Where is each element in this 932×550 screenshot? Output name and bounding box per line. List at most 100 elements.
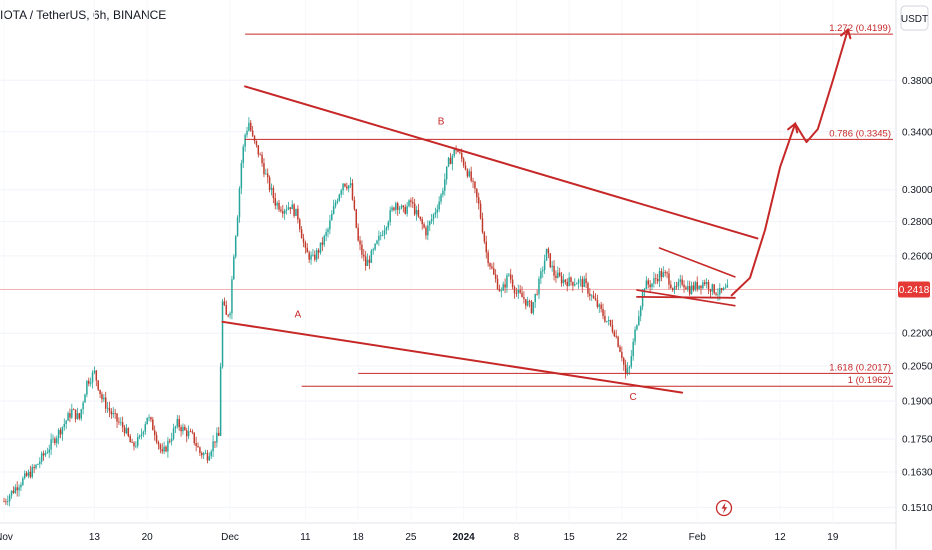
- wedge-base-line: [636, 295, 736, 299]
- candle-body: [199, 447, 201, 453]
- candle-body: [641, 292, 644, 307]
- candle-body: [430, 219, 433, 222]
- candle-body: [434, 212, 437, 215]
- candle-body: [78, 413, 81, 419]
- candle-body: [312, 254, 314, 256]
- candle-body: [259, 154, 261, 156]
- candle-body: [720, 288, 723, 291]
- wave-label: A: [295, 310, 302, 321]
- candle-body: [502, 284, 504, 291]
- lower-trendline: [221, 320, 684, 394]
- time-tick-label: 19: [827, 532, 839, 543]
- currency-button[interactable]: USDT: [900, 5, 929, 31]
- candle-body: [293, 204, 295, 216]
- candle-body: [444, 179, 446, 191]
- fib-level-label: 0.786 (0.3345): [829, 128, 891, 139]
- candle-body: [545, 248, 548, 261]
- candle-body: [466, 169, 469, 177]
- candle-body: [138, 435, 141, 438]
- candle-body: [176, 418, 179, 427]
- candle-body: [683, 284, 685, 288]
- candle-body: [233, 256, 235, 280]
- candle-body: [453, 149, 455, 156]
- candle-body: [159, 444, 162, 450]
- candle-body: [589, 293, 591, 296]
- candle-body: [44, 453, 47, 456]
- price-axis[interactable]: 0.3800 0.3400 0.3000 0.2800 0.2600 0.2200 0.20…: [902, 76, 932, 514]
- candle-body: [396, 203, 399, 210]
- drawings: [221, 27, 893, 394]
- candle-body: [602, 308, 604, 317]
- candle-body: [378, 235, 380, 241]
- candle-body: [432, 214, 435, 220]
- candle-body: [214, 441, 216, 443]
- candle-body: [95, 370, 98, 381]
- candle-body: [692, 285, 695, 290]
- candle-body: [566, 281, 568, 287]
- candle-body: [253, 135, 256, 141]
- candle-body: [543, 260, 546, 271]
- candle-body: [700, 285, 702, 289]
- candle-body: [55, 438, 58, 444]
- candle-body: [696, 282, 698, 289]
- candle-body: [22, 478, 24, 485]
- candle-body: [438, 201, 440, 210]
- candle-body: [127, 428, 130, 437]
- candle-body: [517, 290, 520, 294]
- candle-body: [698, 285, 700, 289]
- candle-body: [639, 306, 642, 317]
- candle-body: [540, 271, 542, 279]
- candle-body: [255, 140, 258, 146]
- candle-body: [310, 255, 312, 260]
- candle-body: [251, 130, 254, 136]
- candle-body: [476, 188, 478, 198]
- candle-body: [108, 407, 111, 412]
- candle-body: [167, 440, 169, 452]
- candle-body: [182, 426, 184, 432]
- price-tick-label: 0.2050: [902, 361, 932, 372]
- candle-body: [7, 501, 9, 502]
- candle-body: [338, 194, 341, 201]
- candle-body: [585, 278, 587, 284]
- candle-body: [474, 181, 476, 189]
- candle-body: [72, 409, 75, 411]
- candle-body: [719, 288, 721, 295]
- candle-body: [587, 283, 589, 294]
- fib-level-label: 1.272 (0.4199): [829, 23, 891, 34]
- candle-body: [491, 266, 493, 269]
- candle-body: [289, 207, 292, 210]
- candle-body: [638, 316, 640, 326]
- candle-body: [146, 417, 148, 425]
- time-tick-label: Dec: [221, 532, 239, 543]
- price-tick-label: 0.1750: [902, 435, 932, 446]
- candle-body: [276, 202, 278, 206]
- price-tick-label: 0.3400: [902, 127, 932, 138]
- candle-body: [152, 419, 154, 431]
- candle-body: [133, 442, 135, 447]
- candle-body: [530, 301, 533, 314]
- candle-body: [425, 227, 427, 236]
- candle-body: [598, 304, 601, 307]
- candle-body: [624, 364, 627, 375]
- candle-body: [536, 293, 538, 295]
- candle-body: [613, 331, 616, 337]
- candle-body: [387, 222, 390, 228]
- candle-body: [89, 382, 92, 384]
- candle-body: [57, 429, 60, 439]
- candle-body: [713, 284, 715, 294]
- candle-body: [76, 413, 79, 419]
- candle-body: [99, 389, 101, 395]
- candle-body: [717, 294, 719, 296]
- lightning-icon[interactable]: [715, 499, 733, 517]
- candle-body: [103, 397, 105, 400]
- fib-level-label: 1.618 (0.2017): [829, 362, 891, 373]
- time-axis[interactable]: Nov 13 20 Dec 11 18 25 2024 8 15 22 Feb 12 19: [0, 532, 839, 543]
- time-tick-label: 13: [89, 532, 101, 543]
- candle-body: [653, 278, 655, 284]
- candle-body: [347, 185, 350, 189]
- candle-body: [212, 441, 214, 452]
- candle-body: [494, 274, 497, 279]
- candle-body: [236, 217, 239, 237]
- candle-body: [487, 252, 489, 264]
